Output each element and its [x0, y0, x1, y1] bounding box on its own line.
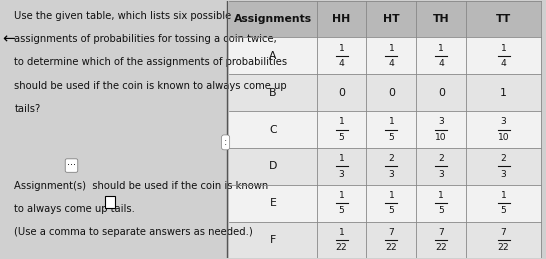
Text: 4: 4	[438, 59, 444, 68]
Text: 5: 5	[339, 133, 345, 142]
Text: HT: HT	[383, 14, 400, 24]
Text: 5: 5	[389, 133, 394, 142]
Text: to always come up tails.: to always come up tails.	[14, 204, 135, 214]
Bar	[229, 185, 541, 221]
Text: 5: 5	[339, 206, 345, 215]
Text: 4: 4	[501, 59, 507, 68]
Text: 3: 3	[438, 117, 444, 126]
Text: 5: 5	[438, 206, 444, 215]
Text: 7: 7	[389, 228, 394, 237]
Text: 1: 1	[339, 154, 345, 163]
Text: 10: 10	[498, 133, 509, 142]
Text: ←: ←	[2, 32, 15, 47]
Text: 5: 5	[501, 206, 507, 215]
Text: 22: 22	[336, 243, 347, 252]
Text: 4: 4	[339, 59, 345, 68]
Text: 1: 1	[500, 88, 507, 98]
Text: 1: 1	[389, 117, 394, 126]
Text: 1: 1	[339, 191, 345, 200]
Text: 1: 1	[501, 44, 507, 53]
Text: 7: 7	[501, 228, 507, 237]
Text: A: A	[269, 51, 277, 61]
Text: TH: TH	[433, 14, 449, 24]
Text: 1: 1	[339, 117, 345, 126]
Text: 3: 3	[501, 117, 507, 126]
Text: 10: 10	[436, 133, 447, 142]
Text: 1: 1	[339, 228, 345, 237]
Bar	[229, 1, 541, 38]
Text: B: B	[269, 88, 277, 98]
Text: Assignment(s)  should be used if the coin is known: Assignment(s) should be used if the coin…	[14, 181, 269, 191]
Text: F: F	[270, 235, 276, 245]
Text: 3: 3	[438, 170, 444, 178]
Text: 3: 3	[501, 170, 507, 178]
Text: 22: 22	[385, 243, 397, 252]
Bar	[229, 221, 541, 258]
Bar	[105, 197, 115, 208]
Bar	[229, 74, 541, 111]
Text: 0: 0	[338, 88, 345, 98]
Text: 1: 1	[501, 191, 507, 200]
Text: ···: ···	[67, 161, 76, 171]
Text: 1: 1	[438, 191, 444, 200]
Text: (Use a comma to separate answers as needed.): (Use a comma to separate answers as need…	[14, 227, 253, 238]
Text: 1: 1	[339, 44, 345, 53]
Text: E: E	[270, 198, 276, 208]
Text: 22: 22	[498, 243, 509, 252]
Text: HH: HH	[333, 14, 351, 24]
Text: should be used if the coin is known to always come up: should be used if the coin is known to a…	[14, 81, 287, 91]
Text: 22: 22	[435, 243, 447, 252]
Text: 0: 0	[388, 88, 395, 98]
Text: tails?: tails?	[14, 104, 40, 114]
Text: 1: 1	[389, 44, 394, 53]
Text: 2: 2	[501, 154, 507, 163]
Text: Assignments: Assignments	[234, 14, 312, 24]
Bar	[229, 148, 541, 185]
Text: Use the given table, which lists six possible: Use the given table, which lists six pos…	[14, 11, 232, 21]
Text: 2: 2	[438, 154, 444, 163]
Text: 5: 5	[389, 206, 394, 215]
Bar	[229, 38, 541, 74]
Text: 3: 3	[389, 170, 394, 178]
Bar	[229, 111, 541, 148]
Text: to determine which of the assignments of probabilities: to determine which of the assignments of…	[14, 57, 287, 67]
Text: C: C	[269, 125, 277, 134]
Text: D: D	[269, 161, 277, 171]
Text: assignments of probabilities for tossing a coin twice,: assignments of probabilities for tossing…	[14, 34, 277, 44]
Text: TT: TT	[496, 14, 511, 24]
Text: :: :	[224, 137, 227, 147]
Text: 4: 4	[389, 59, 394, 68]
Text: 2: 2	[389, 154, 394, 163]
Text: 7: 7	[438, 228, 444, 237]
Text: 1: 1	[389, 191, 394, 200]
Text: 3: 3	[339, 170, 345, 178]
Text: 0: 0	[438, 88, 445, 98]
Text: 1: 1	[438, 44, 444, 53]
